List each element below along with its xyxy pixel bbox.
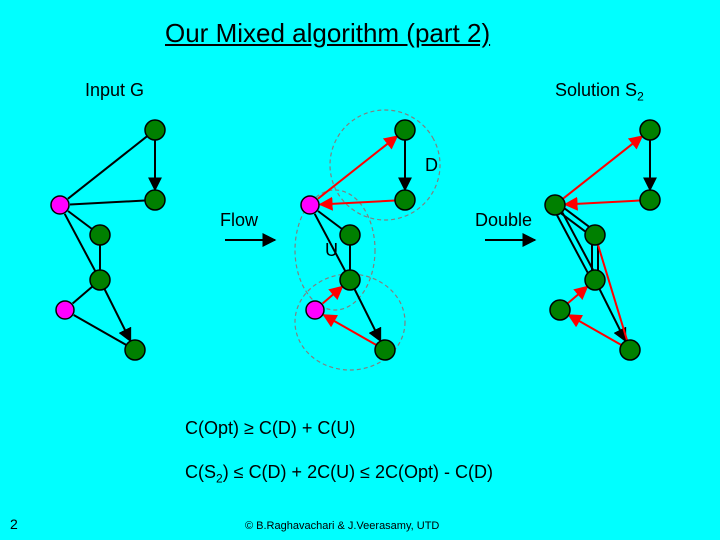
footer-text: © B.Raghavachari & J.Veerasamy, UTD <box>245 520 439 532</box>
label-solution-sub: 2 <box>637 90 644 104</box>
label-double: Double <box>475 210 532 231</box>
slide-root: Our Mixed algorithm (part 2) Input G Sol… <box>0 0 720 540</box>
page-title: Our Mixed algorithm (part 2) <box>165 18 490 49</box>
label-solution: Solution S2 <box>555 80 644 104</box>
page-number: 2 <box>10 516 18 532</box>
eq2-sub: 2 <box>216 472 223 486</box>
label-flow: Flow <box>220 210 258 231</box>
eq2-pre: C(S <box>185 462 216 482</box>
label-input: Input G <box>85 80 144 101</box>
label-D: D <box>425 155 438 176</box>
eq2-post: ) ≤ C(D) + 2C(U) ≤ 2C(Opt) - C(D) <box>223 462 493 482</box>
label-U: U <box>325 240 338 261</box>
equation-1: C(Opt) ≥ C(D) + C(U) <box>185 418 355 439</box>
equation-2: C(S2) ≤ C(D) + 2C(U) ≤ 2C(Opt) - C(D) <box>185 462 493 486</box>
label-solution-pre: Solution S <box>555 80 637 100</box>
